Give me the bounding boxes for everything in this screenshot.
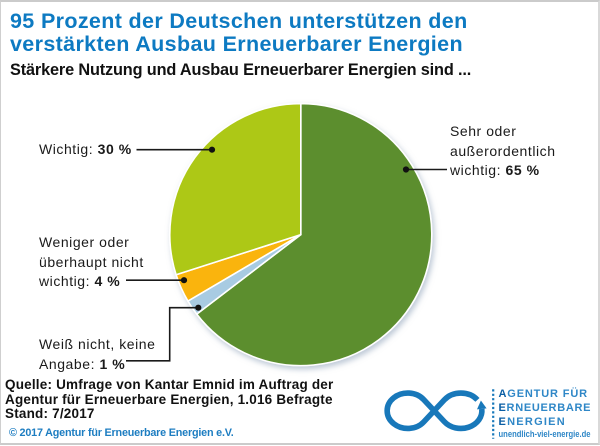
svg-text:ENERGIEN: ENERGIEN [499, 416, 566, 428]
svg-text:ERNEUERBARE: ERNEUERBARE [499, 402, 592, 414]
svg-text:AGENTUR FÜR: AGENTUR FÜR [499, 387, 588, 400]
svg-text:unendlich-viel-energie.de: unendlich-viel-energie.de [499, 429, 591, 439]
